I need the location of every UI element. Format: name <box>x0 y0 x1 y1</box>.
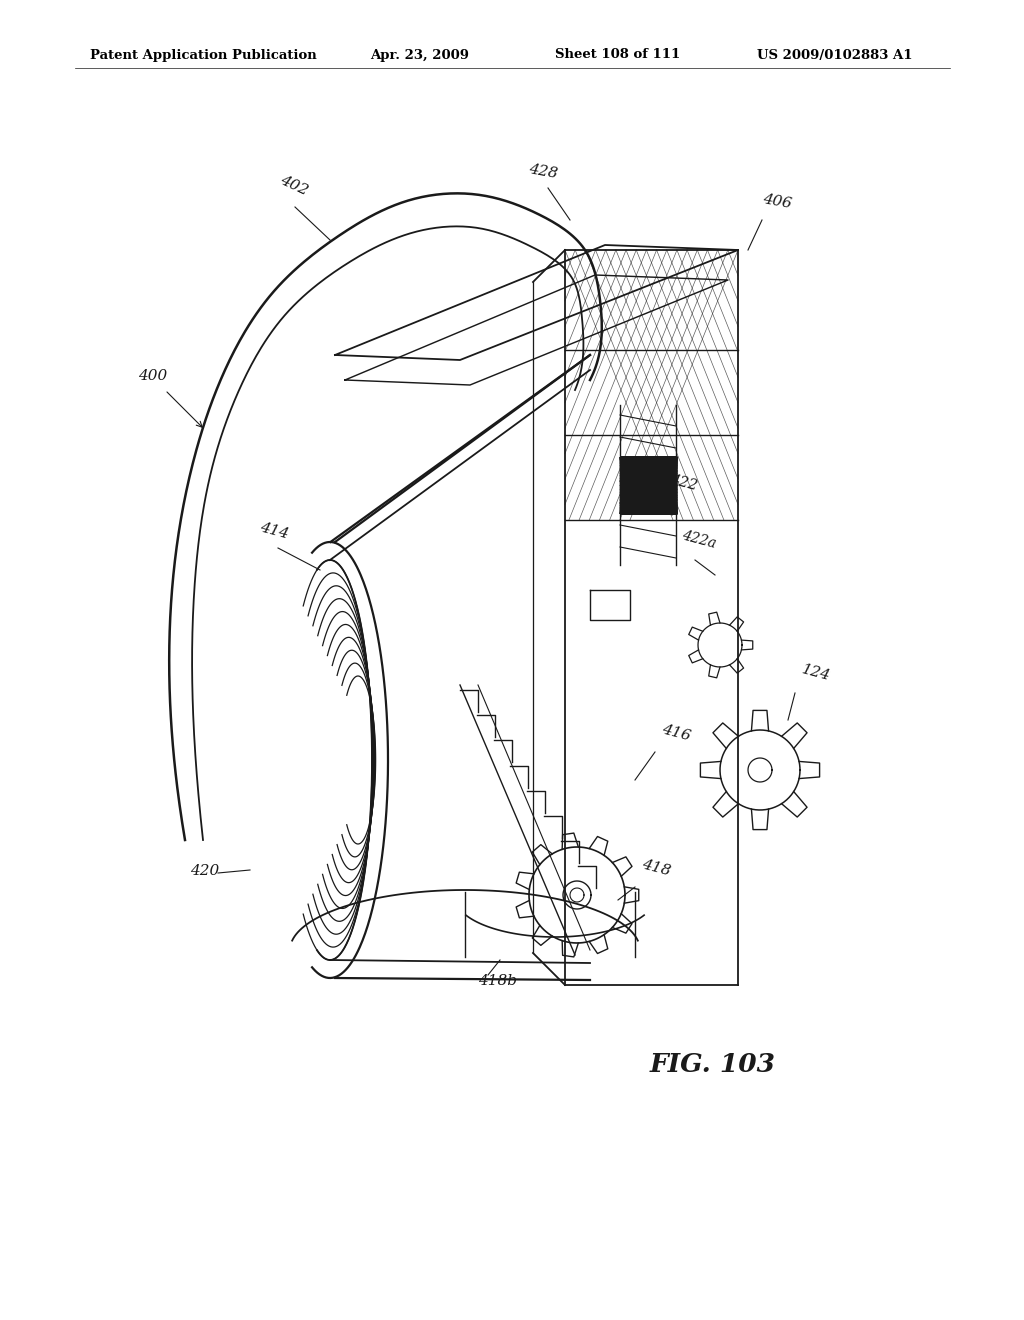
Text: Patent Application Publication: Patent Application Publication <box>90 49 316 62</box>
Text: 428: 428 <box>528 162 559 181</box>
Text: Sheet 108 of 111: Sheet 108 of 111 <box>555 49 680 62</box>
Text: FIG. 103: FIG. 103 <box>650 1052 776 1077</box>
Text: Apr. 23, 2009: Apr. 23, 2009 <box>370 49 469 62</box>
Text: 400: 400 <box>138 370 167 383</box>
Text: 402: 402 <box>278 173 310 198</box>
Text: 124: 124 <box>800 661 831 682</box>
Text: US 2009/0102883 A1: US 2009/0102883 A1 <box>757 49 912 62</box>
Text: 416: 416 <box>660 722 692 743</box>
Text: 418b: 418b <box>478 974 517 987</box>
Text: 420: 420 <box>190 865 219 878</box>
Text: 414: 414 <box>258 520 290 541</box>
Text: 406: 406 <box>762 193 794 211</box>
Text: 422: 422 <box>668 473 698 492</box>
Text: 422a: 422a <box>680 528 717 550</box>
Text: 418: 418 <box>640 857 672 878</box>
